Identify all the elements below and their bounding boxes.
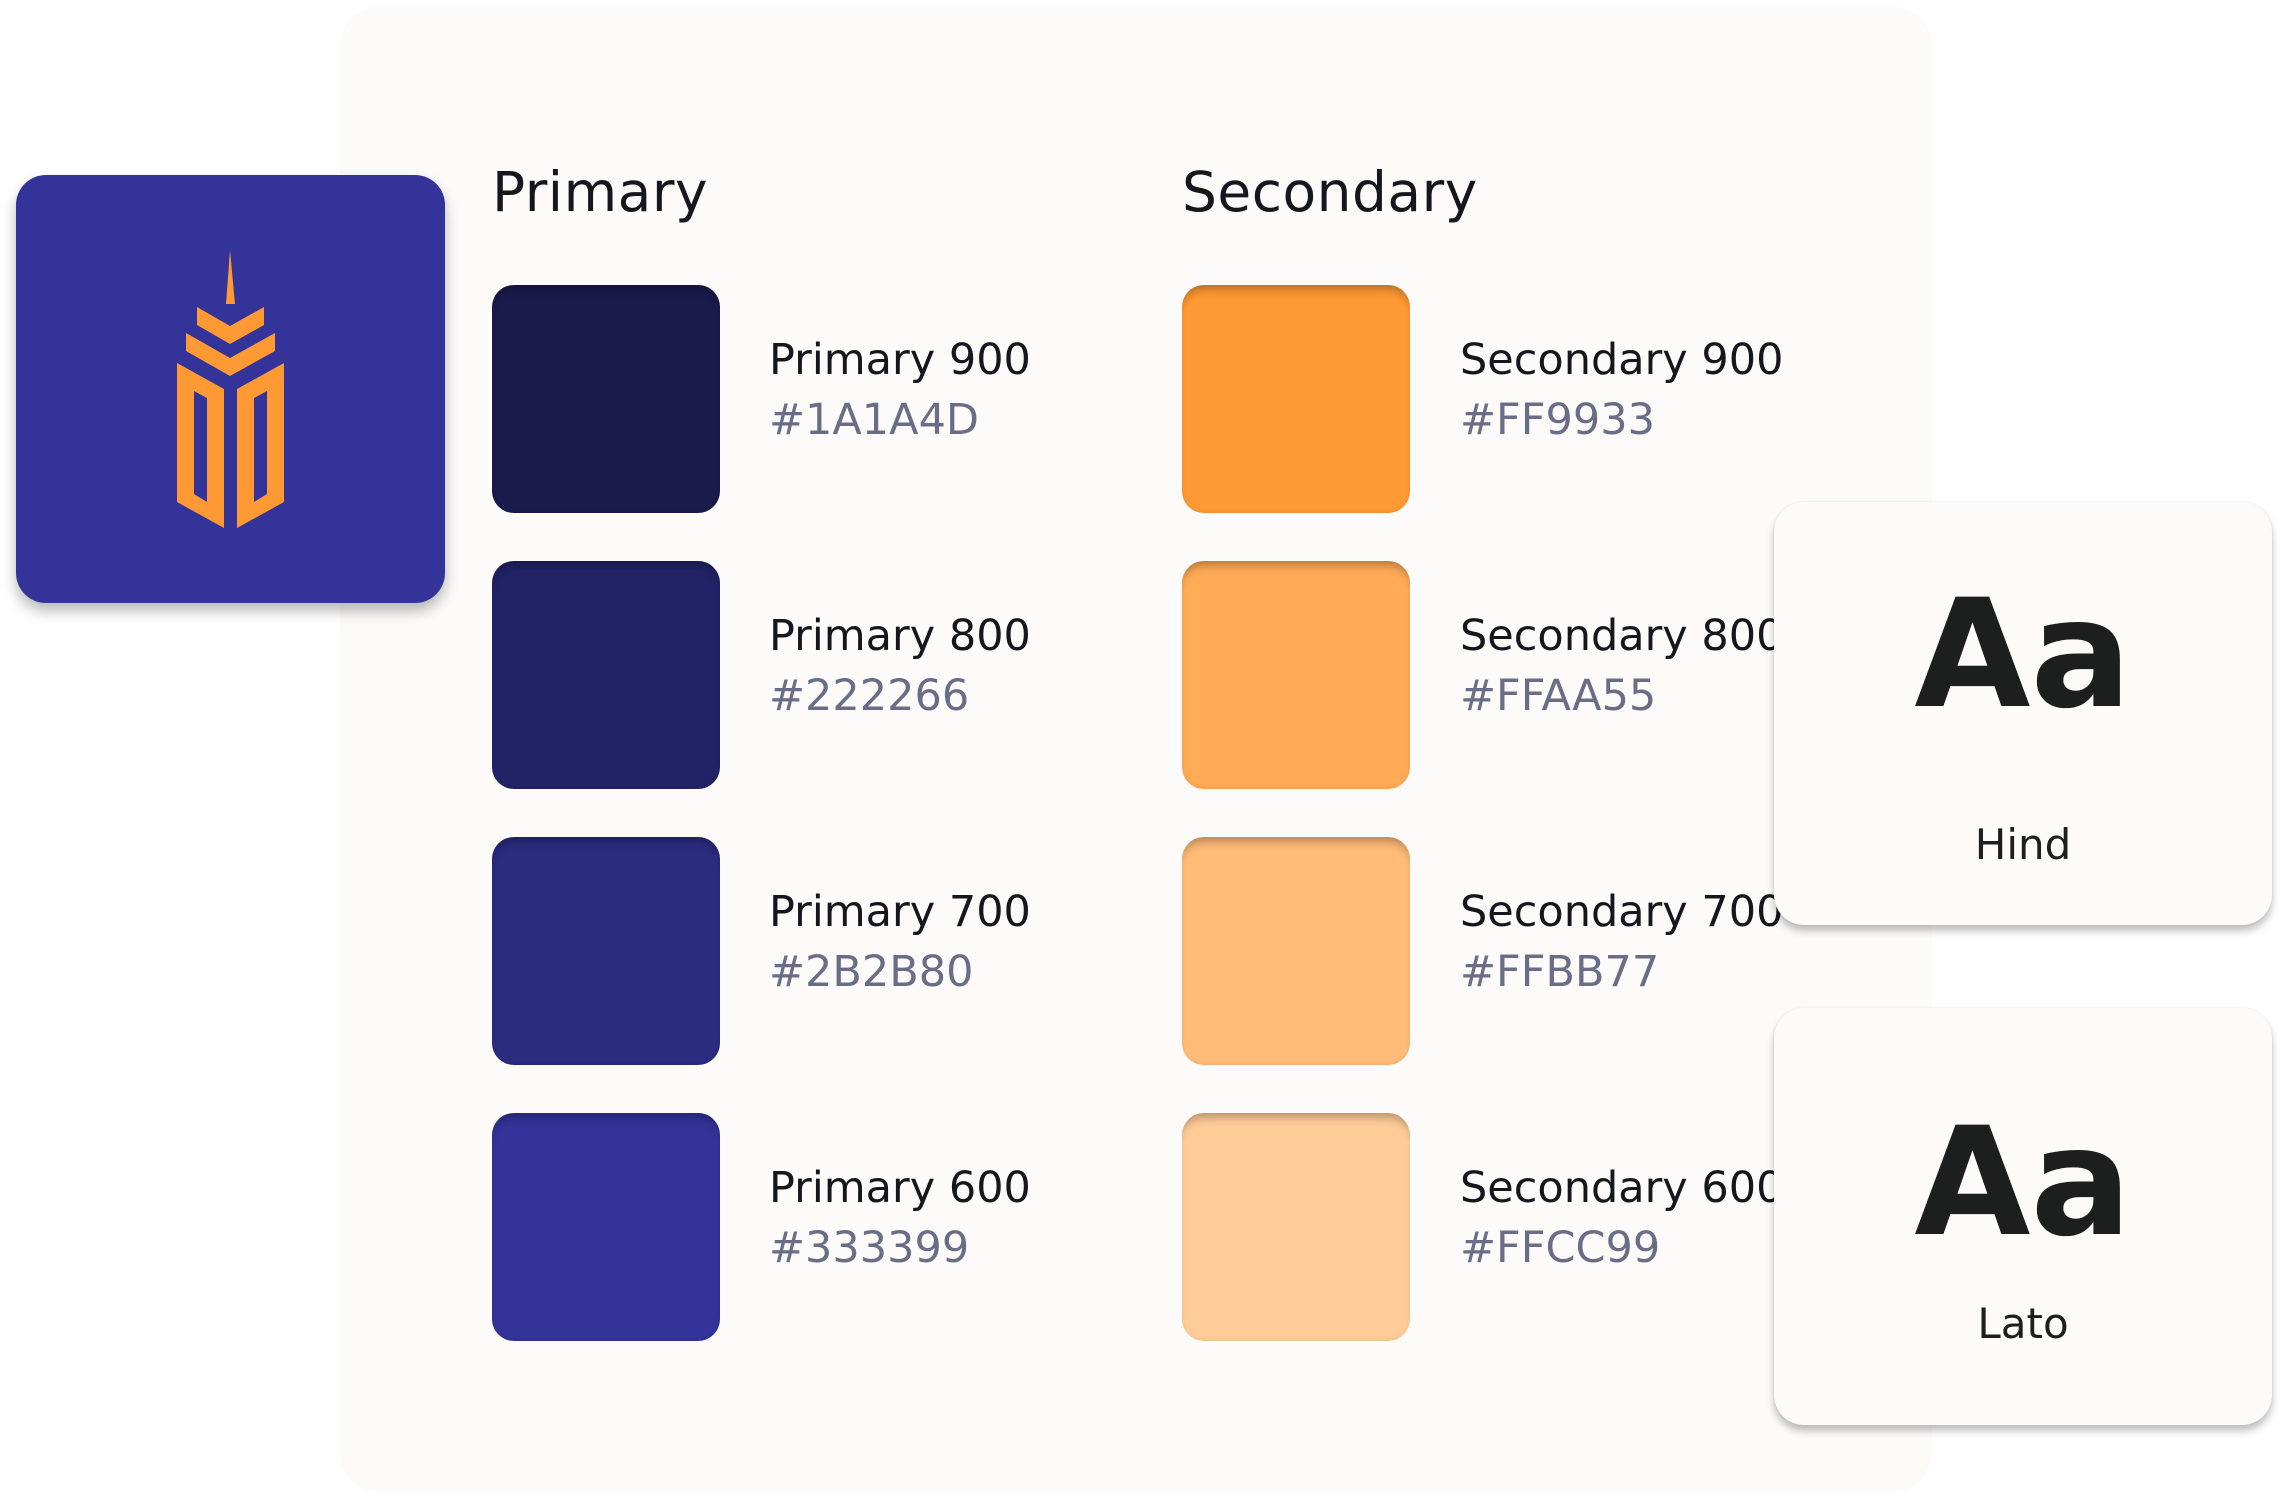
swatch-name: Primary 700 xyxy=(769,887,1031,937)
font-card-hind: Aa Hind xyxy=(1774,502,2272,925)
font-card-lato: Aa Lato xyxy=(1774,1008,2272,1425)
swatch-hex: #FFAA55 xyxy=(1460,671,1657,721)
swatch-name: Primary 800 xyxy=(769,611,1031,661)
tower-logo-icon xyxy=(177,250,284,528)
primary-heading: Primary xyxy=(492,160,709,224)
secondary-swatch xyxy=(1182,561,1410,789)
primary-swatch xyxy=(492,1113,720,1341)
font-name: Hind xyxy=(1974,820,2072,869)
secondary-swatch xyxy=(1182,1113,1410,1341)
swatch-name: Secondary 600 xyxy=(1460,1163,1784,1213)
swatch-name: Secondary 800 xyxy=(1460,611,1784,661)
brand-logo-card xyxy=(16,175,445,603)
font-sample: Aa xyxy=(1914,1096,2132,1270)
swatch-name: Primary 600 xyxy=(769,1163,1031,1213)
swatch-hex: #333399 xyxy=(769,1223,970,1273)
secondary-heading: Secondary xyxy=(1182,160,1478,224)
swatch-hex: #FFBB77 xyxy=(1460,947,1660,997)
swatch-hex: #2B2B80 xyxy=(769,947,974,997)
swatch-hex: #FF9933 xyxy=(1460,395,1655,445)
primary-swatch xyxy=(492,561,720,789)
primary-swatch xyxy=(492,837,720,1065)
font-name: Lato xyxy=(1977,1299,2069,1348)
secondary-swatch xyxy=(1182,837,1410,1065)
swatch-name: Secondary 700 xyxy=(1460,887,1784,937)
swatch-name: Primary 900 xyxy=(769,335,1031,385)
secondary-swatch xyxy=(1182,285,1410,513)
swatch-hex: #1A1A4D xyxy=(769,395,980,445)
swatch-hex: #FFCC99 xyxy=(1460,1223,1661,1273)
primary-swatch xyxy=(492,285,720,513)
swatch-name: Secondary 900 xyxy=(1460,335,1784,385)
swatch-hex: #222266 xyxy=(769,671,970,721)
font-sample: Aa xyxy=(1914,568,2132,742)
